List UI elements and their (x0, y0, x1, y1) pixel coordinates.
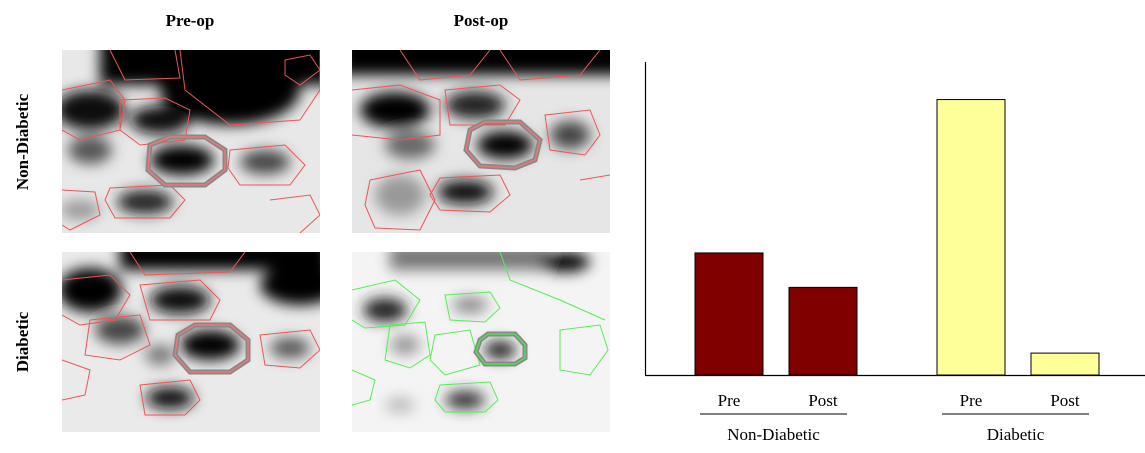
bar (789, 287, 857, 375)
group-label: Non-Diabetic (727, 425, 820, 444)
bar (1031, 353, 1099, 375)
bar-chart: Pre Post Non-Diabetic Pre Post Diabetic (645, 62, 1145, 444)
figure: Pre-op Post-op Non-Diabetic Diabetic (0, 0, 1145, 448)
gel-image (352, 245, 610, 432)
bar (695, 253, 763, 375)
column-header: Post-op (454, 11, 509, 30)
x-tick-label: Pre (960, 391, 983, 410)
gel-image (340, 30, 630, 233)
gel-image (58, 240, 340, 432)
x-tick-label: Post (808, 391, 838, 410)
group-label: Diabetic (987, 425, 1045, 444)
column-header: Pre-op (166, 11, 215, 30)
row-header: Non-Diabetic (13, 93, 32, 190)
gel-image (55, 30, 340, 233)
row-header: Diabetic (13, 311, 32, 372)
bar (937, 100, 1005, 375)
x-tick-label: Post (1050, 391, 1080, 410)
x-tick-label: Pre (718, 391, 741, 410)
